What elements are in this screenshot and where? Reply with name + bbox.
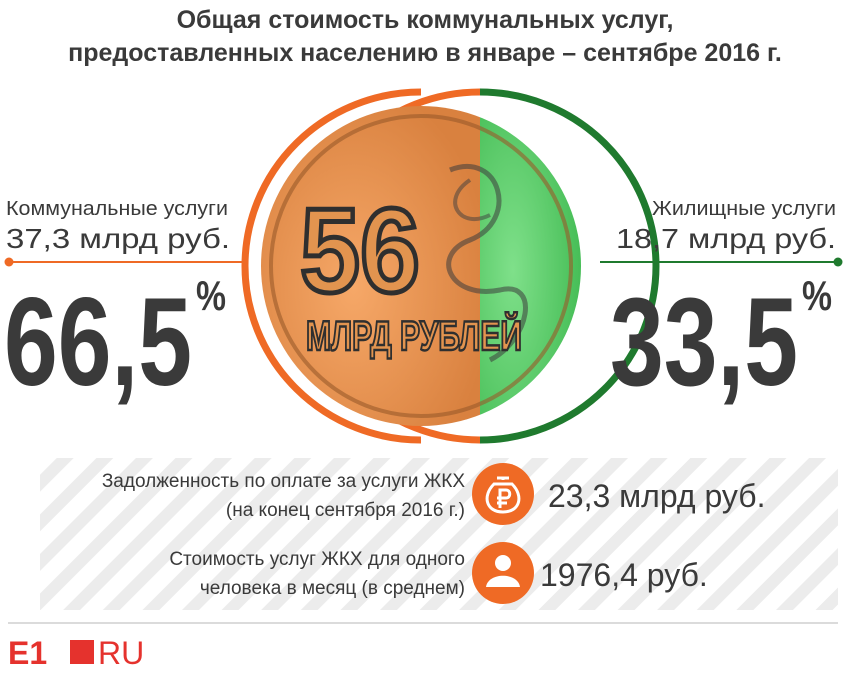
left-label: Коммунальные услуги	[6, 198, 228, 220]
ring-right	[479, 88, 660, 444]
right-dot	[833, 257, 843, 267]
facts-background	[40, 458, 838, 610]
right-amount: 18,7 млрд руб.	[616, 223, 836, 254]
left-percent: 66,5	[4, 273, 192, 412]
person-icon-glyph	[486, 555, 520, 587]
title-line: Общая стоимость коммунальных услуг,	[177, 6, 674, 34]
logo-domain: RU	[98, 635, 144, 671]
title-line: предоставленных населению в январе – сен…	[68, 39, 782, 67]
person-icon	[472, 542, 534, 604]
ring-left	[241, 88, 422, 444]
fact-value: 23,3 млрд руб.	[548, 478, 765, 514]
fact-text: человека в месяц (в среднем)	[200, 578, 465, 599]
right-label: Жилищные услуги	[652, 198, 836, 220]
logo-square	[70, 640, 94, 664]
left-amount: 37,3 млрд руб.	[6, 223, 230, 254]
fact-value: 1976,4 руб.	[540, 557, 708, 593]
right-unit: %	[802, 272, 832, 319]
logo-brand: E1	[8, 635, 47, 671]
debt-icon-glyph	[485, 476, 521, 514]
fact-text: Стоимость услуг ЖКХ для одного	[169, 549, 465, 570]
debt-icon	[472, 463, 534, 525]
fact-text: Задолженность по оплате за услуги ЖКХ	[102, 471, 465, 492]
left-unit: %	[196, 272, 226, 319]
left-dot	[4, 257, 14, 267]
coin-label: МЛРД РУБЛЕЙ	[306, 311, 522, 359]
coin-number: 56	[300, 184, 420, 318]
right-percent: 33,5	[610, 273, 798, 412]
fact-text: (на конец сентября 2016 г.)	[226, 500, 465, 521]
